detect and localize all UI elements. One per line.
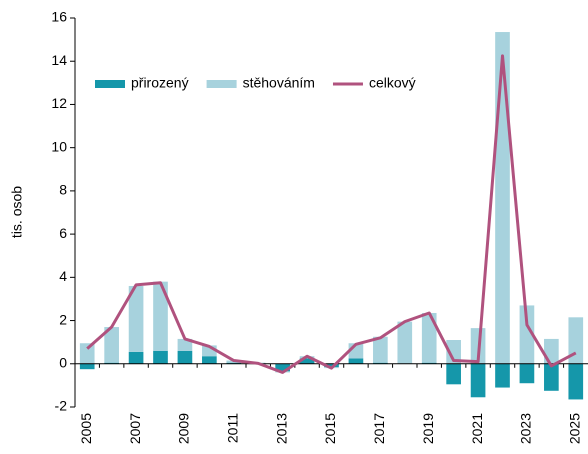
x-tick-label: 2013 <box>273 413 289 444</box>
bar <box>495 363 510 388</box>
bar <box>470 363 486 398</box>
x-tick-label: 2005 <box>78 413 94 444</box>
bar <box>397 321 413 364</box>
x-tick-label: 2023 <box>518 413 534 444</box>
x-tick-label: 2021 <box>469 413 485 444</box>
y-tick-label: 4 <box>59 268 67 284</box>
y-tick-label: 12 <box>51 95 67 111</box>
bar <box>544 363 559 391</box>
legend-swatch <box>206 80 237 88</box>
bar <box>324 363 339 368</box>
bar <box>128 351 144 364</box>
bar <box>177 350 193 364</box>
x-tick-label: 2017 <box>371 413 387 444</box>
bar <box>153 350 168 364</box>
bar <box>495 32 510 364</box>
bar <box>177 338 193 351</box>
bar <box>128 285 144 352</box>
bar <box>275 363 290 372</box>
bar <box>519 305 535 364</box>
y-tick-label: 14 <box>51 52 67 68</box>
bar <box>568 317 584 364</box>
x-tick-label: 2009 <box>176 413 192 444</box>
y-tick-label: 6 <box>59 225 67 241</box>
y-tick-label: -2 <box>55 398 68 414</box>
y-axis-label: tis. osob <box>9 186 25 238</box>
legend-label: přirozený <box>131 75 189 91</box>
legend-label: stěhováním <box>243 75 315 91</box>
bar <box>104 327 119 363</box>
x-tick-label: 2025 <box>566 413 582 444</box>
bar <box>373 336 388 363</box>
bar <box>202 345 217 357</box>
y-tick-label: 2 <box>59 311 67 327</box>
y-tick-label: 8 <box>59 182 67 198</box>
bar <box>104 362 119 364</box>
bar <box>568 363 584 400</box>
bar <box>519 363 535 384</box>
y-tick-label: 10 <box>51 138 67 154</box>
bar <box>79 343 95 364</box>
legend-swatch <box>95 80 125 88</box>
bar <box>446 363 461 385</box>
y-tick-label: 16 <box>51 9 67 25</box>
bar <box>299 358 315 364</box>
bar <box>153 281 168 351</box>
bar <box>446 340 461 364</box>
bar <box>226 362 242 364</box>
x-tick-label: 2015 <box>322 413 338 444</box>
x-tick-label: 2007 <box>127 413 143 444</box>
x-tick-label: 2011 <box>224 413 240 443</box>
bar <box>79 363 95 370</box>
bar <box>373 362 388 364</box>
bar <box>421 362 437 364</box>
legend-label: celkový <box>369 75 416 91</box>
bar <box>202 356 217 364</box>
line <box>86 54 577 374</box>
bar <box>421 312 437 363</box>
y-tick-label: 0 <box>59 354 67 370</box>
x-tick-label: 2019 <box>420 413 436 444</box>
bar <box>348 358 364 364</box>
